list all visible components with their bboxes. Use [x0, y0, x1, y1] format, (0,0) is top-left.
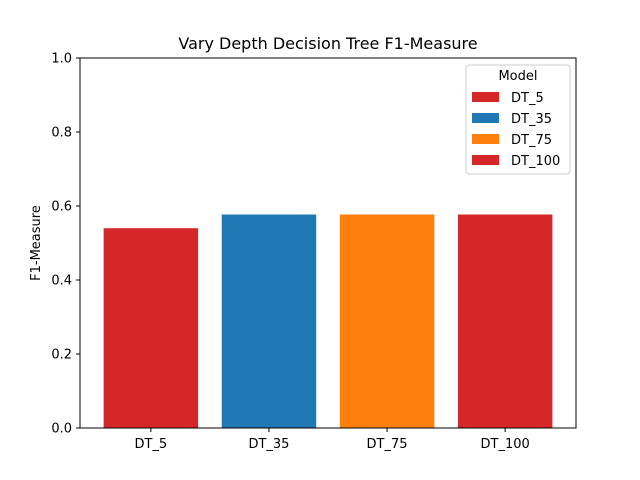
y-tick-label: 0.6: [51, 200, 72, 215]
bar-dt-35: [221, 214, 317, 428]
legend-swatch: [472, 92, 499, 102]
legend-label: DT_75: [511, 133, 552, 148]
legend-entries: DT_5 DT_35 DT_75 DT_100: [472, 91, 560, 169]
x-tick-label: DT_75: [367, 437, 408, 452]
legend-label: DT_100: [511, 154, 560, 169]
legend-label: DT_5: [511, 91, 544, 106]
legend-title: Model: [498, 69, 537, 84]
x-tick-label: DT_35: [248, 437, 289, 452]
y-tick-label: 0.4: [51, 274, 72, 289]
y-ticks-group: 0.0 0.2 0.4 0.6 0.8 1.0: [51, 52, 80, 437]
bar-dt-100: [457, 214, 553, 428]
y-tick-label: 0.8: [51, 126, 72, 141]
bar-dt-75: [339, 214, 435, 428]
y-tick-label: 1.0: [51, 52, 72, 67]
bars-group: [103, 214, 553, 428]
y-tick-label: 0.2: [51, 348, 72, 363]
legend-swatch: [472, 134, 499, 144]
legend-label: DT_35: [511, 112, 552, 127]
y-axis-label: F1-Measure: [29, 205, 44, 281]
legend-swatch: [472, 113, 499, 123]
chart-title: Vary Depth Decision Tree F1-Measure: [178, 34, 477, 53]
x-tick-label: DT_100: [481, 437, 530, 452]
bar-dt-5: [103, 228, 199, 428]
x-tick-label: DT_5: [134, 437, 167, 452]
legend-swatch: [472, 155, 499, 165]
legend: Model DT_5 DT_35 DT_75 DT_100: [465, 64, 571, 175]
x-ticks-group: DT_5 DT_35 DT_75 DT_100: [134, 428, 530, 452]
plot-frame: [79, 57, 577, 429]
y-tick-label: 0.0: [51, 422, 72, 437]
